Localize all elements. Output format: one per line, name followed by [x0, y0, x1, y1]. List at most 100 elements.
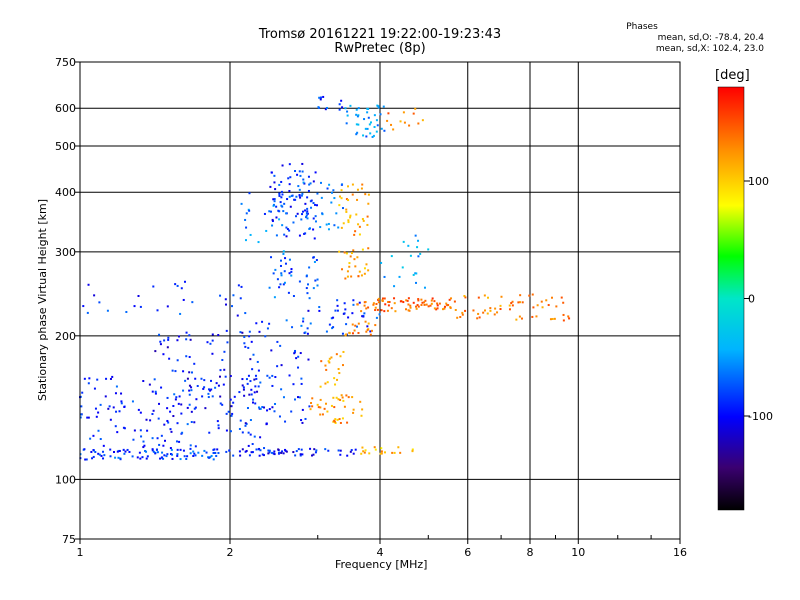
data-point [560, 296, 563, 299]
data-point [354, 324, 357, 327]
data-point [336, 304, 339, 307]
data-point [313, 237, 316, 240]
data-point [399, 451, 402, 454]
data-point [275, 205, 278, 208]
data-point [367, 306, 370, 309]
data-point [296, 212, 299, 215]
data-point [285, 212, 288, 215]
data-point [353, 329, 356, 332]
data-point [281, 224, 284, 227]
data-point [393, 302, 396, 305]
data-point [116, 431, 119, 434]
data-point [433, 307, 436, 310]
data-point [407, 244, 410, 247]
phases-title: Phases [626, 22, 658, 32]
data-point [249, 233, 252, 236]
data-point [225, 429, 228, 432]
data-point [257, 369, 260, 372]
data-point [280, 451, 283, 454]
data-point [156, 437, 159, 440]
data-point [224, 375, 227, 378]
data-point [282, 250, 285, 253]
data-point [295, 450, 298, 453]
data-point [279, 201, 282, 204]
data-point [350, 252, 353, 255]
data-point [433, 300, 436, 303]
data-point [190, 386, 193, 389]
data-point [333, 224, 336, 227]
data-point [517, 301, 520, 304]
data-point [326, 410, 329, 413]
data-point [304, 331, 307, 334]
data-point [493, 313, 496, 316]
data-point [225, 412, 228, 415]
data-point [281, 193, 284, 196]
data-point [297, 396, 300, 399]
data-point [278, 192, 281, 195]
data-point [312, 453, 315, 456]
data-point [361, 408, 364, 411]
data-point [194, 445, 197, 448]
data-point [314, 203, 317, 206]
data-point [339, 449, 342, 452]
data-point [243, 394, 246, 397]
data-point [367, 269, 370, 272]
data-point [351, 323, 354, 326]
data-point [421, 119, 424, 122]
data-point [319, 398, 322, 401]
data-point [348, 262, 351, 265]
data-point [435, 308, 438, 311]
data-point [294, 349, 297, 352]
data-point [229, 398, 232, 401]
data-point [347, 396, 350, 399]
data-point [353, 233, 356, 236]
data-point [95, 415, 98, 418]
data-point [115, 385, 118, 388]
data-point [152, 409, 155, 412]
data-point [145, 457, 148, 460]
data-point [256, 390, 259, 393]
data-point [214, 451, 217, 454]
data-point [366, 215, 369, 218]
data-point [214, 386, 217, 389]
data-point [328, 357, 331, 360]
data-point [340, 226, 343, 229]
data-point [211, 395, 214, 398]
data-point [162, 457, 165, 460]
data-point [244, 422, 247, 425]
data-point [551, 317, 554, 320]
colorbar-tick-label: 100 [748, 175, 769, 188]
data-point [169, 428, 172, 431]
data-point [287, 177, 290, 180]
data-point [319, 385, 322, 388]
data-point [294, 454, 297, 457]
data-point [204, 407, 207, 410]
data-point [301, 170, 304, 173]
data-point [276, 340, 279, 343]
data-point [166, 346, 169, 349]
data-point [373, 125, 376, 128]
data-point [166, 305, 169, 308]
data-point [318, 96, 321, 99]
data-point [383, 129, 386, 132]
data-point [209, 456, 212, 459]
data-point [305, 214, 308, 217]
data-point [149, 419, 152, 422]
data-point [380, 127, 383, 130]
data-point [330, 317, 333, 320]
data-point [305, 275, 308, 278]
data-point [232, 401, 235, 404]
data-point [519, 294, 522, 297]
data-point [411, 448, 414, 451]
data-point [299, 174, 302, 177]
data-point [297, 448, 300, 451]
data-point [328, 183, 331, 186]
data-point [381, 297, 384, 300]
data-point [364, 300, 367, 303]
data-point [251, 368, 254, 371]
data-point [239, 419, 242, 422]
data-point [212, 451, 215, 454]
data-point [273, 453, 276, 456]
data-point [257, 406, 260, 409]
data-point [549, 318, 552, 321]
